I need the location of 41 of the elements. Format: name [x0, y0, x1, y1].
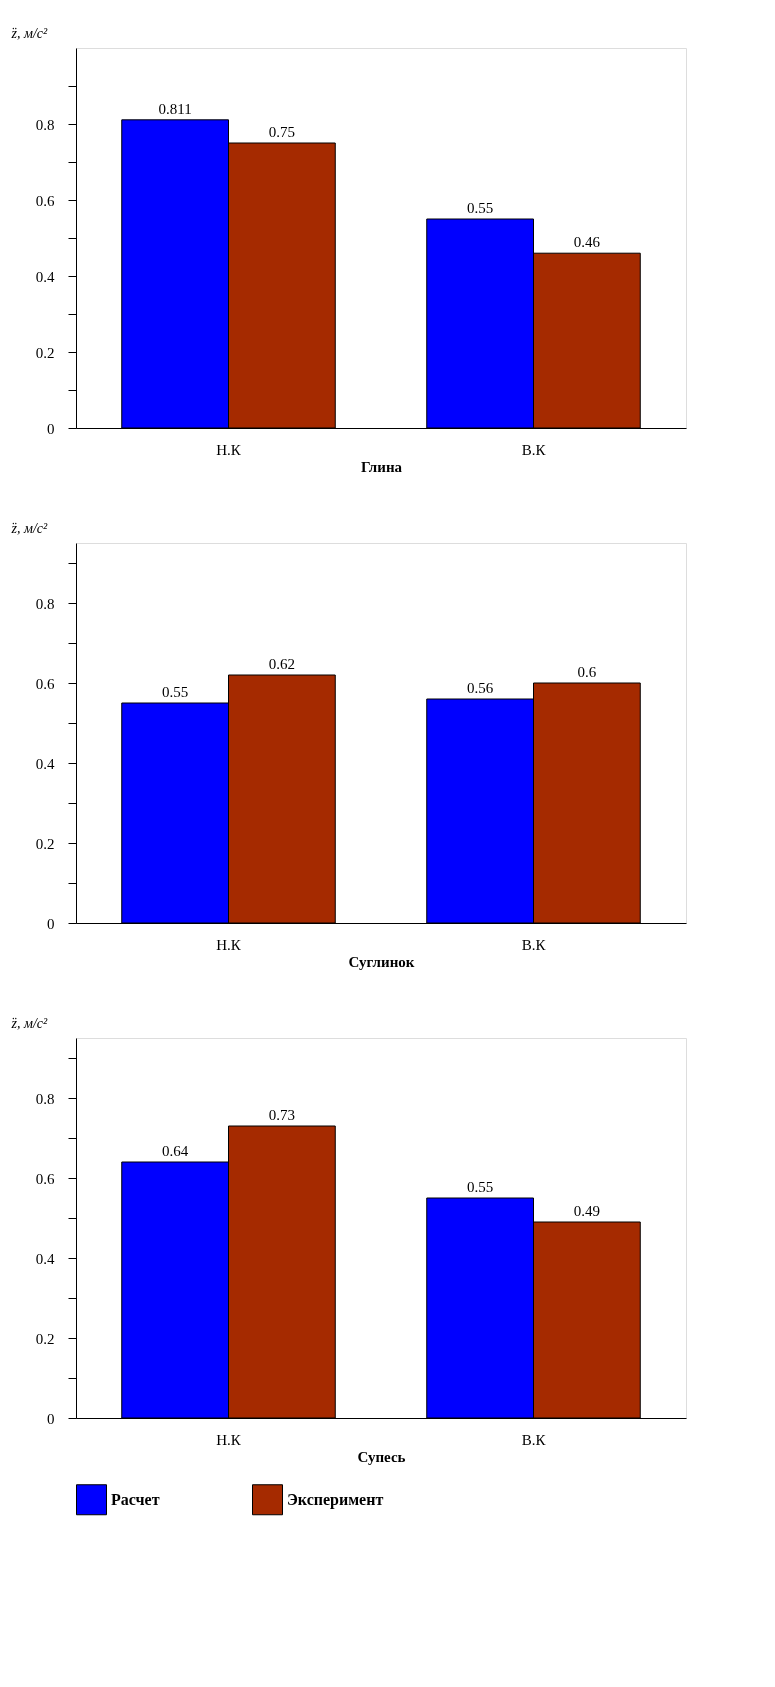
y-axis-title: z̈, м/с²: [10, 1015, 48, 1031]
y-tick-label: 0.8: [35, 1090, 55, 1107]
data-label: 0.55: [467, 200, 494, 216]
data-label: 0.55: [162, 684, 189, 700]
y-tick-label: 0: [47, 1410, 55, 1427]
legend-label: Эксперимент: [287, 1490, 384, 1509]
x-tick-label: В.К: [521, 441, 547, 458]
data-label: 0.6: [577, 664, 597, 680]
y-tick-label: 0.4: [35, 268, 55, 285]
data-label: 0.49: [573, 1203, 600, 1219]
data-label: 0.62: [268, 656, 295, 672]
x-tick-label: Н.К: [216, 1431, 242, 1448]
y-axis-title: z̈, м/с²: [10, 520, 48, 536]
y-tick-label: 0.8: [35, 116, 55, 133]
y-tick-label: 0.6: [35, 1170, 55, 1187]
y-tick-label: 0.2: [35, 1330, 55, 1347]
data-label: 0.73: [268, 1107, 295, 1123]
y-tick-label: 0: [47, 420, 55, 437]
data-label: 0.75: [268, 124, 295, 140]
y-tick-label: 0: [47, 915, 55, 932]
x-tick-label: В.К: [521, 1431, 547, 1448]
legend-label: Расчет: [111, 1490, 160, 1508]
data-label: 0.811: [158, 100, 192, 117]
data-label: 0.46: [573, 234, 601, 251]
data-label: 0.64: [162, 1143, 189, 1159]
y-tick-label: 0.8: [35, 595, 55, 612]
y-tick-label: 0.6: [35, 192, 55, 209]
x-tick-label: В.К: [521, 936, 547, 953]
y-tick-label: 0.6: [35, 675, 55, 692]
x-tick-label: Н.К: [216, 441, 242, 458]
y-tick-label: 0.4: [35, 755, 55, 772]
y-tick-label: 0.4: [35, 1250, 55, 1267]
x-axis-title: Глина: [360, 458, 403, 475]
data-label: 0.56: [467, 680, 494, 696]
x-axis-title: Супесь: [357, 1448, 406, 1465]
x-axis-title: Суглинок: [348, 953, 415, 970]
y-tick-label: 0.2: [35, 344, 55, 361]
x-tick-label: Н.К: [216, 936, 242, 953]
y-tick-label: 0.2: [35, 835, 55, 852]
y-axis-title: z̈, м/с²: [10, 25, 48, 41]
data-label: 0.55: [467, 1179, 494, 1195]
